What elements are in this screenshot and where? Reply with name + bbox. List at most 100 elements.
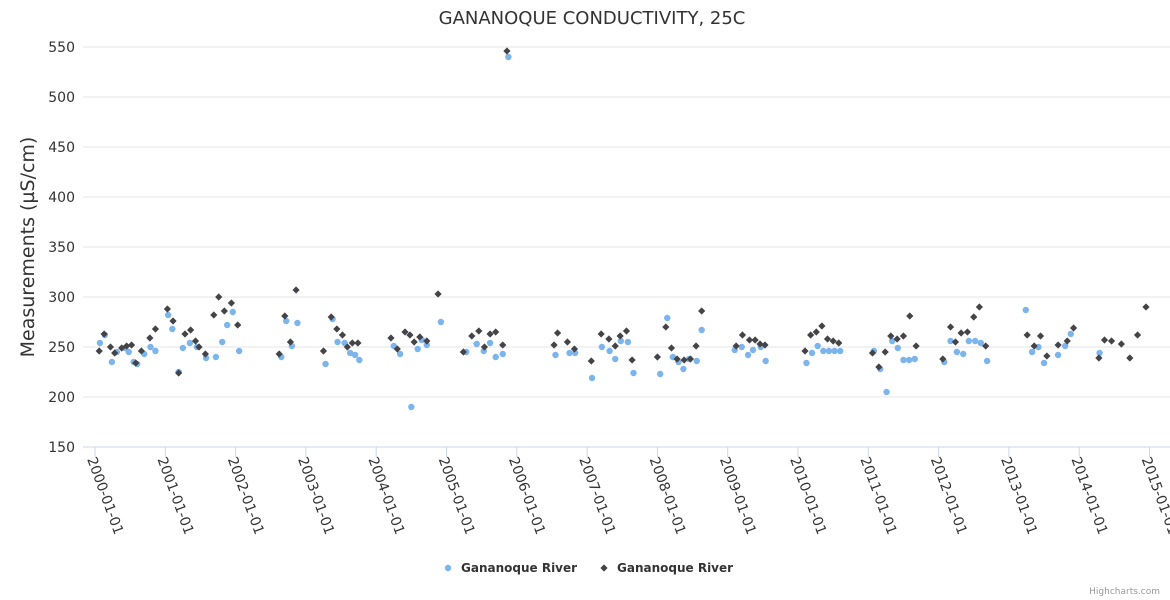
data-point[interactable]: [829, 337, 837, 345]
data-point[interactable]: [499, 350, 506, 358]
data-point[interactable]: [732, 342, 740, 350]
data-point[interactable]: [738, 331, 747, 339]
data-point[interactable]: [201, 350, 209, 358]
data-point[interactable]: [951, 338, 960, 346]
data-point[interactable]: [662, 323, 670, 331]
data-point[interactable]: [756, 340, 764, 348]
data-point[interactable]: [486, 339, 494, 347]
data-point[interactable]: [100, 330, 108, 338]
data-point[interactable]: [653, 353, 661, 361]
data-point[interactable]: [459, 348, 467, 356]
data-point[interactable]: [480, 343, 489, 351]
data-point[interactable]: [983, 357, 991, 365]
data-point[interactable]: [1061, 342, 1069, 350]
data-point[interactable]: [1030, 342, 1038, 350]
data-point[interactable]: [215, 293, 223, 301]
data-point[interactable]: [947, 337, 954, 345]
data-point[interactable]: [210, 311, 218, 319]
data-point[interactable]: [820, 347, 827, 355]
data-point[interactable]: [423, 341, 431, 349]
data-point[interactable]: [818, 322, 826, 330]
data-point[interactable]: [900, 356, 907, 364]
data-point[interactable]: [563, 338, 572, 346]
data-point[interactable]: [169, 317, 177, 325]
data-point[interactable]: [911, 355, 918, 363]
data-point[interactable]: [147, 343, 154, 351]
data-point[interactable]: [868, 349, 877, 357]
data-point[interactable]: [803, 359, 810, 367]
data-point[interactable]: [1107, 337, 1116, 345]
series-2[interactable]: [95, 47, 1150, 377]
data-point[interactable]: [836, 347, 844, 355]
data-point[interactable]: [319, 347, 328, 355]
data-point[interactable]: [899, 332, 908, 340]
data-point[interactable]: [108, 358, 116, 366]
data-point[interactable]: [164, 311, 172, 319]
data-point[interactable]: [187, 326, 195, 334]
data-point[interactable]: [387, 334, 395, 342]
data-point[interactable]: [286, 338, 295, 346]
data-point[interactable]: [693, 357, 700, 365]
data-point[interactable]: [1054, 351, 1062, 359]
data-point[interactable]: [186, 339, 194, 347]
data-point[interactable]: [808, 349, 816, 357]
data-point[interactable]: [894, 344, 902, 352]
legend-label[interactable]: Gananoque River: [617, 561, 733, 575]
data-point[interactable]: [195, 343, 203, 351]
data-point[interactable]: [492, 328, 500, 336]
data-point[interactable]: [912, 342, 920, 350]
legend[interactable]: Gananoque River Gananoque River: [444, 561, 733, 575]
data-point[interactable]: [745, 336, 754, 344]
data-point[interactable]: [680, 365, 687, 373]
data-point[interactable]: [692, 342, 700, 350]
data-point[interactable]: [698, 307, 706, 315]
data-point[interactable]: [151, 325, 160, 333]
data-point[interactable]: [334, 338, 341, 346]
data-point[interactable]: [219, 338, 226, 346]
data-point[interactable]: [893, 335, 901, 343]
data-point[interactable]: [294, 319, 301, 327]
data-point[interactable]: [434, 290, 442, 298]
data-point[interactable]: [275, 350, 283, 358]
data-point[interactable]: [1067, 330, 1074, 338]
data-point[interactable]: [437, 318, 445, 326]
data-point[interactable]: [354, 339, 362, 347]
data-point[interactable]: [622, 327, 631, 335]
data-point[interactable]: [831, 347, 838, 355]
data-point[interactable]: [744, 351, 752, 359]
data-point[interactable]: [1095, 354, 1103, 362]
data-point[interactable]: [468, 332, 476, 340]
data-point[interactable]: [163, 305, 172, 313]
data-point[interactable]: [152, 347, 159, 355]
data-point[interactable]: [146, 334, 154, 342]
data-point[interactable]: [137, 347, 145, 355]
data-point[interactable]: [1040, 359, 1048, 367]
data-point[interactable]: [611, 342, 619, 350]
data-point[interactable]: [814, 342, 821, 350]
data-point[interactable]: [486, 330, 494, 338]
data-point[interactable]: [587, 357, 595, 365]
data-point[interactable]: [588, 374, 596, 382]
data-point[interactable]: [396, 350, 404, 358]
data-point[interactable]: [127, 341, 136, 349]
data-point[interactable]: [1069, 324, 1078, 332]
data-point[interactable]: [408, 403, 415, 411]
data-point[interactable]: [975, 303, 983, 311]
data-point[interactable]: [343, 343, 351, 351]
data-point[interactable]: [624, 338, 632, 346]
data-point[interactable]: [553, 329, 562, 337]
data-point[interactable]: [220, 307, 228, 315]
data-point[interactable]: [223, 321, 231, 329]
data-point[interactable]: [111, 349, 119, 357]
data-point[interactable]: [1036, 332, 1045, 340]
data-point[interactable]: [393, 345, 401, 353]
data-point[interactable]: [348, 339, 356, 347]
data-point[interactable]: [106, 343, 115, 351]
data-point[interactable]: [179, 344, 187, 352]
data-point[interactable]: [598, 343, 606, 351]
data-point[interactable]: [356, 356, 363, 364]
legend-label[interactable]: Gananoque River: [461, 561, 577, 575]
data-point[interactable]: [606, 347, 613, 355]
data-point[interactable]: [881, 348, 889, 356]
data-point[interactable]: [132, 359, 140, 367]
